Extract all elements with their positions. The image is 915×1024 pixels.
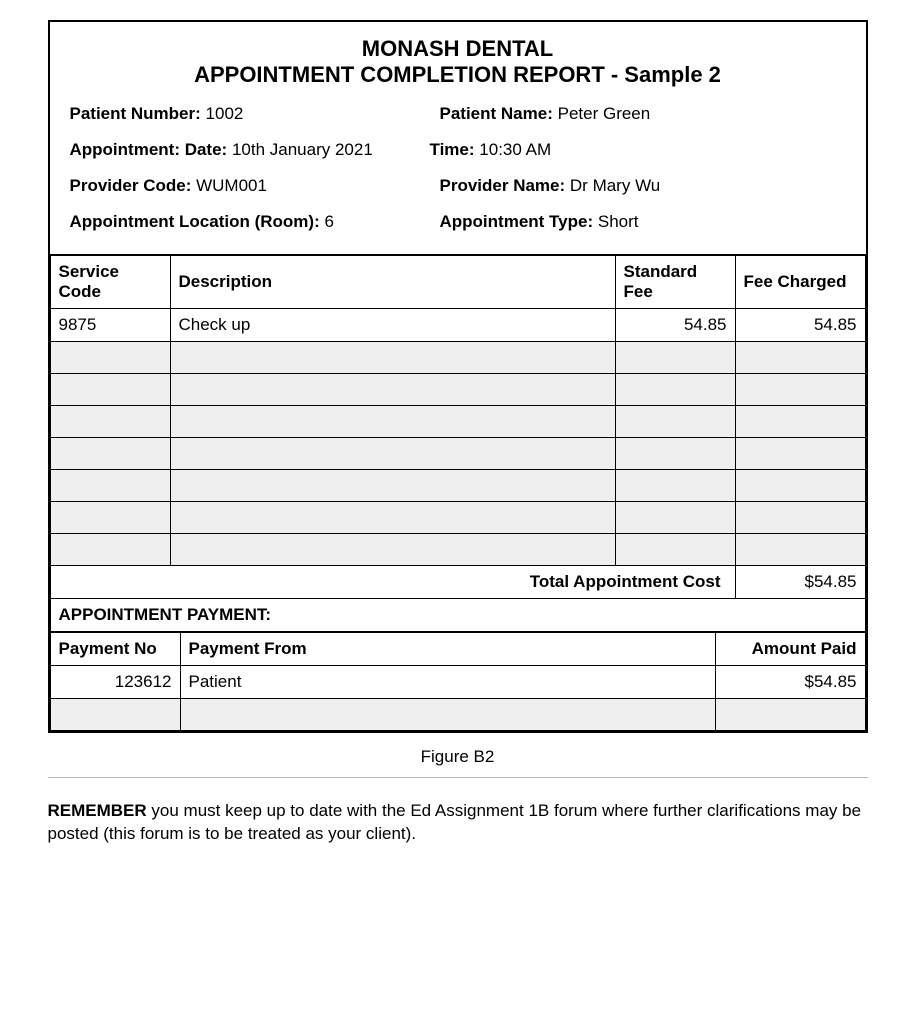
patient-name-value: Peter Green bbox=[558, 104, 651, 123]
empty-row bbox=[50, 699, 865, 731]
remember-label: REMEMBER bbox=[48, 801, 147, 820]
company-name: MONASH DENTAL bbox=[70, 36, 846, 62]
appointment-date-value: 10th January 2021 bbox=[232, 140, 373, 159]
appointment-date-label: Appointment: Date: bbox=[70, 140, 228, 159]
total-label: Total Appointment Cost bbox=[50, 566, 735, 599]
location-label: Appointment Location (Room): bbox=[70, 212, 320, 231]
provider-name-label: Provider Name: bbox=[440, 176, 566, 195]
cell-description: Check up bbox=[170, 309, 615, 342]
payments-header-row: Payment No Payment From Amount Paid bbox=[50, 633, 865, 666]
payment-heading: APPOINTMENT PAYMENT: bbox=[50, 599, 865, 632]
provider-code-value: WUM001 bbox=[196, 176, 267, 195]
divider bbox=[48, 777, 868, 778]
col-fee-charged: Fee Charged bbox=[735, 255, 865, 309]
service-row: 9875 Check up 54.85 54.85 bbox=[50, 309, 865, 342]
empty-row bbox=[50, 406, 865, 438]
location-value: 6 bbox=[324, 212, 333, 231]
empty-row bbox=[50, 534, 865, 566]
info-section: Patient Number: 1002 Patient Name: Peter… bbox=[50, 90, 866, 254]
empty-row bbox=[50, 438, 865, 470]
time-value: 10:30 AM bbox=[479, 140, 551, 159]
total-row: Total Appointment Cost $54.85 bbox=[50, 566, 865, 599]
remember-text: you must keep up to date with the Ed Ass… bbox=[48, 801, 862, 843]
payment-heading-row: APPOINTMENT PAYMENT: bbox=[50, 599, 865, 632]
services-table: Service Code Description Standard Fee Fe… bbox=[50, 254, 866, 632]
time-label: Time: bbox=[430, 140, 475, 159]
report-header: MONASH DENTAL APPOINTMENT COMPLETION REP… bbox=[50, 22, 866, 90]
col-payment-no: Payment No bbox=[50, 633, 180, 666]
cell-fee-charged: 54.85 bbox=[735, 309, 865, 342]
empty-row bbox=[50, 502, 865, 534]
services-header-row: Service Code Description Standard Fee Fe… bbox=[50, 255, 865, 309]
payments-table: Payment No Payment From Amount Paid 1236… bbox=[50, 632, 866, 731]
cell-payment-from: Patient bbox=[180, 666, 715, 699]
report-container: MONASH DENTAL APPOINTMENT COMPLETION REP… bbox=[48, 20, 868, 733]
total-value: $54.85 bbox=[735, 566, 865, 599]
col-description: Description bbox=[170, 255, 615, 309]
report-title: APPOINTMENT COMPLETION REPORT - Sample 2 bbox=[70, 62, 846, 88]
empty-row bbox=[50, 470, 865, 502]
figure-caption: Figure B2 bbox=[48, 747, 868, 767]
col-amount-paid: Amount Paid bbox=[715, 633, 865, 666]
col-standard-fee: Standard Fee bbox=[615, 255, 735, 309]
patient-name-label: Patient Name: bbox=[440, 104, 553, 123]
remember-note: REMEMBER you must keep up to date with t… bbox=[48, 800, 868, 846]
provider-name-value: Dr Mary Wu bbox=[570, 176, 660, 195]
empty-row bbox=[50, 374, 865, 406]
appt-type-value: Short bbox=[598, 212, 639, 231]
empty-row bbox=[50, 342, 865, 374]
patient-number-value: 1002 bbox=[206, 104, 244, 123]
cell-code: 9875 bbox=[50, 309, 170, 342]
payment-row: 123612 Patient $54.85 bbox=[50, 666, 865, 699]
col-payment-from: Payment From bbox=[180, 633, 715, 666]
cell-standard-fee: 54.85 bbox=[615, 309, 735, 342]
provider-code-label: Provider Code: bbox=[70, 176, 192, 195]
cell-amount-paid: $54.85 bbox=[715, 666, 865, 699]
patient-number-label: Patient Number: bbox=[70, 104, 201, 123]
appt-type-label: Appointment Type: bbox=[440, 212, 594, 231]
cell-payment-no: 123612 bbox=[50, 666, 180, 699]
col-service-code: Service Code bbox=[50, 255, 170, 309]
